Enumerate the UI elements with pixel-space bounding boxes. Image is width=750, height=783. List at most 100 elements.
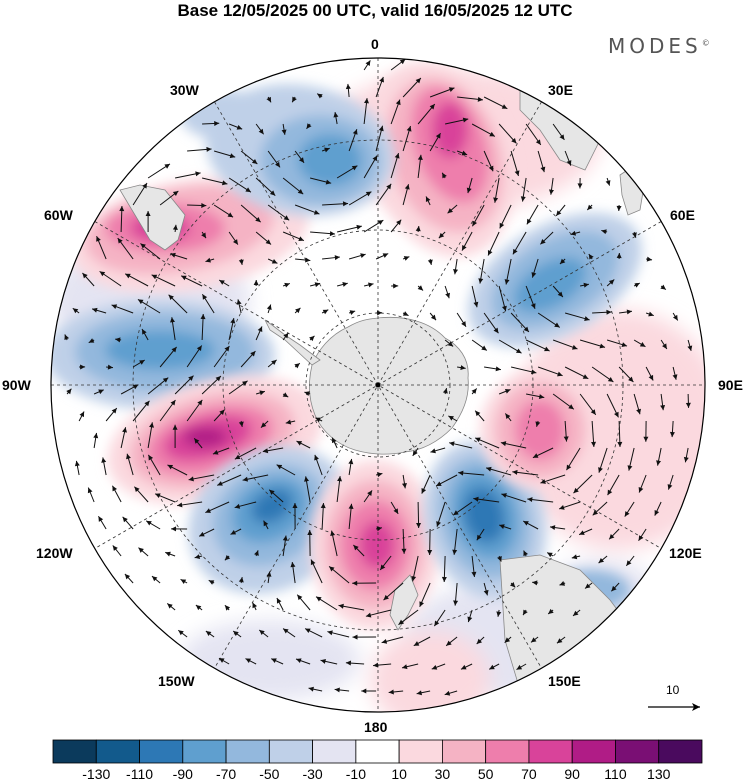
lon-label-150e: 150E (548, 673, 581, 689)
wind-vector-head-icon (579, 530, 585, 535)
lon-label-30w: 30W (170, 82, 199, 98)
wind-vector-head-icon (648, 374, 654, 381)
wind-vector-head-icon (430, 314, 437, 321)
wind-vector-head-icon (170, 317, 175, 323)
wind-vector-head-icon (214, 120, 220, 126)
wind-vector-head-icon (435, 133, 441, 139)
wind-vector-head-icon (368, 282, 374, 288)
wind-vector-head-icon (255, 216, 261, 223)
wind-vector-head-icon (520, 196, 526, 202)
wind-vector-head-icon (170, 400, 176, 406)
wind-vector-head-icon (361, 688, 367, 694)
wind-vector-head-icon (74, 460, 80, 467)
wind-vector-head-icon (124, 573, 131, 580)
wind-vector-head-icon (516, 664, 523, 670)
wind-vector-head-icon (493, 197, 499, 203)
colorbar-tick-label: -50 (259, 766, 280, 782)
wind-vector-head-icon (111, 408, 117, 414)
wind-vector-head-icon (499, 524, 505, 530)
wind-vector-head-icon (345, 83, 351, 90)
wind-vector-head-icon (282, 392, 289, 398)
wind-vector-head-icon (540, 239, 546, 245)
wind-vector-head-icon (206, 146, 212, 152)
wind-vector-head-icon (616, 205, 622, 211)
wind-vector-head-icon (444, 690, 451, 696)
wind-vector-head-icon (314, 282, 321, 288)
wind-vector-head-icon (310, 559, 316, 566)
wind-vector-head-icon (401, 548, 407, 554)
wind-vector-head-icon (283, 215, 290, 221)
wind-vector-head-icon (351, 165, 358, 171)
wind-vector-head-icon (416, 522, 422, 528)
wind-vector-head-icon (353, 545, 359, 551)
wind-vector-head-icon (526, 218, 532, 225)
wind-vector-head-icon (523, 609, 528, 616)
wind-vector-head-icon (197, 399, 203, 406)
wind-vector-head-icon (570, 230, 577, 236)
south-america-tip (119, 184, 186, 251)
wind-vector-head-icon (394, 153, 400, 159)
wind-vector-head-icon (417, 154, 423, 161)
wind-vector-head-icon (448, 87, 455, 92)
wind-vector-head-icon (322, 309, 329, 315)
wind-vector-head-icon (307, 530, 313, 536)
wind-vector-head-icon (530, 637, 537, 643)
wind-vector-head-icon (489, 131, 495, 137)
wind-vector-head-icon (348, 503, 354, 509)
wind-vector-head-icon (92, 307, 98, 313)
wind-vector-head-icon (461, 321, 467, 327)
wind-vector-head-icon (538, 394, 545, 399)
wind-vector-head-icon (334, 255, 340, 261)
wind-vector-head-icon (212, 449, 219, 455)
wind-vector-head-icon (376, 472, 383, 478)
wind-vector-head-icon (559, 504, 565, 510)
wind-vector-head-icon (313, 209, 320, 215)
wind-vector-head-icon (415, 78, 421, 84)
wind-vector-head-icon (87, 487, 93, 494)
wind-vector-head-icon (413, 641, 420, 646)
lon-label-120w: 120W (36, 545, 73, 561)
wind-vector-head-icon (386, 183, 392, 190)
wind-vector-head-icon (342, 282, 348, 287)
wind-vector-head-icon (557, 371, 563, 377)
wind-vector-head-icon (532, 453, 539, 458)
wind-vector-head-icon (205, 631, 212, 637)
wind-vector-head-icon (639, 342, 646, 347)
wind-vector-head-icon (219, 280, 225, 285)
wind-vector-head-icon (324, 147, 330, 153)
wind-vector-head-icon (208, 580, 215, 585)
wind-vector-head-icon (396, 219, 402, 226)
colorbar-tick-label: -70 (215, 766, 237, 782)
wind-vector-head-icon (365, 60, 371, 66)
wind-vector-head-icon (598, 557, 605, 564)
wind-vector-head-icon (202, 294, 208, 300)
wind-vector-head-icon (501, 493, 507, 498)
colorbar-tick-label: -30 (302, 766, 323, 782)
wind-vector-head-icon (283, 332, 289, 339)
wind-vector-head-icon (573, 487, 579, 494)
colorbar-tick-label: 30 (434, 766, 451, 782)
wind-vector-head-icon (527, 497, 533, 503)
wind-vector-head-icon (606, 309, 612, 315)
wind-vector-head-icon (442, 388, 448, 394)
wind-vector-head-icon (598, 467, 603, 473)
wind-vector-head-icon (483, 589, 489, 596)
wind-vector-head-icon (523, 550, 528, 557)
wind-vector-head-icon (605, 180, 611, 186)
wind-vector-head-icon (285, 419, 292, 425)
wind-vector-head-icon (188, 476, 194, 482)
wind-vector-head-icon (250, 351, 256, 357)
wind-vector-head-icon (504, 279, 510, 285)
reference-vector (648, 703, 700, 711)
wind-vector-head-icon (294, 363, 300, 369)
wind-vector-head-icon (416, 690, 423, 696)
wind-vector-head-icon (504, 637, 511, 643)
wind-vector-head-icon (112, 485, 117, 492)
wind-vector-head-icon (224, 605, 231, 611)
wind-vector-head-icon (269, 489, 275, 495)
wind-vector-head-icon (266, 304, 272, 311)
wind-vector-head-icon (646, 256, 653, 262)
wind-vector-head-icon (304, 476, 309, 482)
wind-vector-head-icon (449, 441, 455, 447)
